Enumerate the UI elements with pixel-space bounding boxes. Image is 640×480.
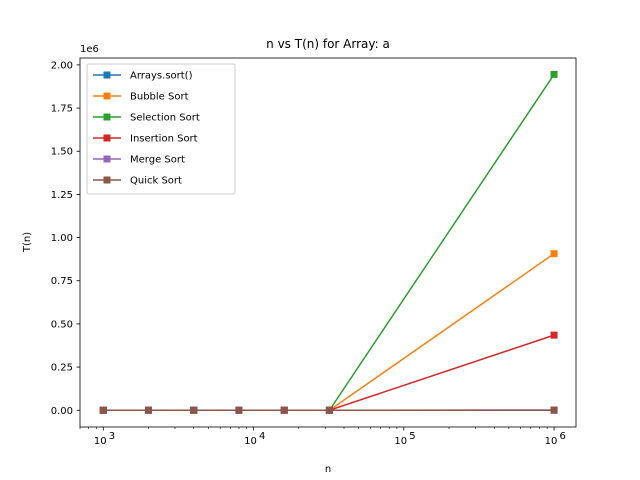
legend-label: Merge Sort — [130, 155, 185, 166]
legend-swatch-marker — [103, 92, 111, 100]
x-axis-label: n — [325, 464, 331, 475]
legend-swatch-marker — [103, 134, 111, 142]
legend-entry: Selection Sort — [93, 113, 200, 124]
data-point — [235, 406, 243, 414]
legend-swatch-marker — [103, 71, 111, 79]
legend-entry: Quick Sort — [93, 176, 182, 187]
y-axis-label: T(n) — [22, 232, 33, 253]
y-tick-label: 0.25 — [51, 363, 73, 374]
x-tick-label: 10 — [244, 436, 257, 447]
data-point — [550, 331, 558, 339]
y-tick-label: 0.50 — [51, 319, 73, 330]
y-tick-label: 1.50 — [51, 147, 73, 158]
legend-entry: Merge Sort — [93, 155, 185, 166]
data-point — [99, 406, 107, 414]
x-tick-exponent: 5 — [409, 431, 415, 442]
y-offset-label: 1e6 — [80, 44, 99, 55]
series-layer — [99, 70, 558, 414]
x-tick-label: 10 — [545, 436, 558, 447]
data-point — [145, 406, 153, 414]
ticks-layer: 10 3 10 4 10 5 10 60.000.250.500.751.001.251.50… — [51, 60, 566, 447]
data-point — [280, 406, 288, 414]
legend-label: Arrays.sort() — [130, 71, 193, 82]
x-tick-label: 10 — [94, 436, 107, 447]
legend-entry: Arrays.sort() — [93, 71, 193, 82]
legend-swatch-marker — [103, 176, 111, 184]
legend-entry: Bubble Sort — [93, 92, 189, 103]
legend-entry: Insertion Sort — [93, 134, 198, 145]
x-tick-exponent: 3 — [109, 431, 115, 442]
legend-label: Bubble Sort — [130, 92, 189, 103]
y-tick-label: 1.25 — [51, 190, 73, 201]
y-tick-label: 1.00 — [51, 233, 73, 244]
data-point — [550, 406, 558, 414]
plot-area-frame — [79, 57, 577, 428]
legend-label: Selection Sort — [130, 113, 200, 124]
data-point — [550, 70, 558, 78]
data-point — [325, 406, 333, 414]
legend-box — [86, 63, 236, 195]
y-tick-label: 0.00 — [51, 406, 73, 417]
legend-label: Insertion Sort — [130, 134, 198, 145]
chart-title: n vs T(n) for Array: a — [266, 37, 390, 51]
data-point — [550, 250, 558, 258]
x-tick-label: 10 — [394, 436, 407, 447]
x-tick-exponent: 4 — [259, 431, 265, 442]
x-tick-exponent: 6 — [560, 431, 566, 442]
legend-swatch-marker — [103, 155, 111, 163]
data-point — [190, 406, 198, 414]
y-tick-label: 1.75 — [51, 104, 73, 115]
series-5 — [99, 406, 558, 414]
legend-swatch-marker — [103, 113, 111, 121]
legend: Arrays.sort() Bubble Sort Selection Sort In… — [86, 63, 236, 195]
legend-label: Quick Sort — [130, 176, 182, 187]
y-tick-label: 2.00 — [51, 60, 73, 71]
y-tick-label: 0.75 — [51, 276, 73, 287]
